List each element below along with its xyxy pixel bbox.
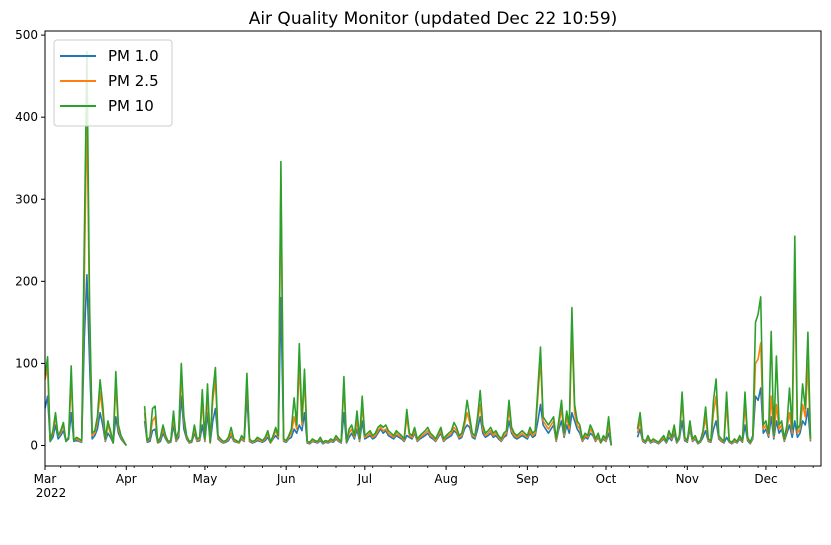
y-tick-label: 100 — [15, 356, 38, 370]
x-tick-label: Sep — [516, 472, 539, 486]
series-line-1 — [45, 274, 812, 447]
x-tick-label: Nov — [676, 472, 699, 486]
legend: PM 1.0 PM 2.5 PM 10 — [53, 39, 173, 127]
plot-lines — [45, 50, 812, 447]
series-line-2 — [45, 108, 812, 446]
x-tick-label: May — [193, 472, 218, 486]
y-tick-label: 0 — [30, 438, 38, 452]
legend-label: PM 1.0 — [108, 47, 159, 65]
series-line-3 — [45, 50, 812, 446]
x-tick-label: Dec — [754, 472, 777, 486]
x-tick-label: Aug — [434, 472, 457, 486]
y-axis: 0 100 200 300 400 500 — [15, 28, 45, 452]
plot-frame — [44, 30, 822, 467]
y-tick-label: 300 — [15, 192, 38, 206]
x-tick-label: Jul — [357, 472, 372, 486]
chart-title: Air Quality Monitor (updated Dec 22 10:5… — [249, 9, 618, 29]
legend-label: PM 10 — [108, 97, 154, 115]
x-tick-label: Jun — [276, 472, 296, 486]
x-tick-sublabel: 2022 — [36, 486, 67, 500]
y-tick-label: 200 — [15, 274, 38, 288]
legend-label: PM 2.5 — [108, 72, 159, 90]
y-tick-label: 500 — [15, 28, 38, 42]
legend-box — [53, 39, 173, 127]
x-tick-label: Apr — [116, 472, 137, 486]
x-tick-label: Oct — [596, 472, 617, 486]
x-tick-label: Mar — [34, 472, 57, 486]
y-tick-label: 400 — [15, 110, 38, 124]
